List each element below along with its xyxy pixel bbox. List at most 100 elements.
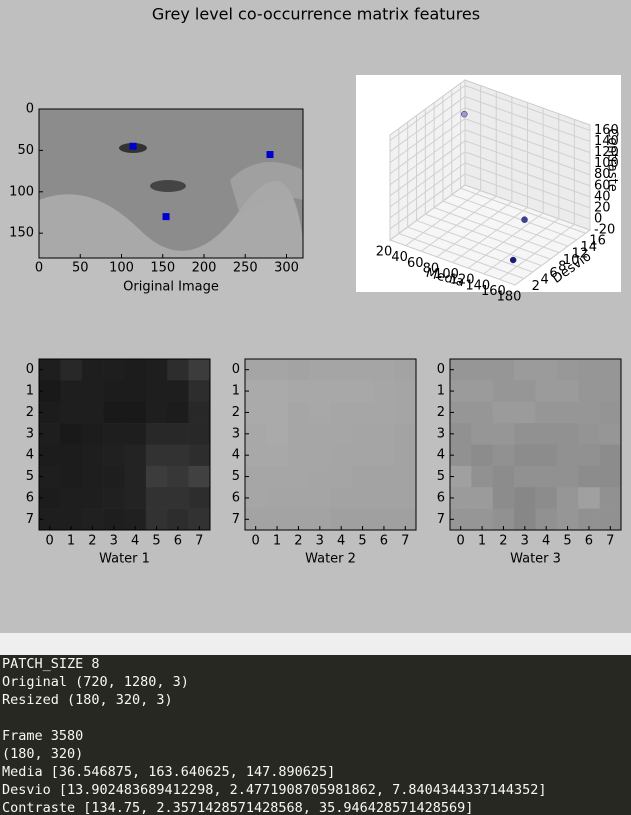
grid-line — [464, 173, 591, 220]
x-tick-label: 1 — [67, 534, 75, 549]
grid-line — [464, 118, 591, 165]
cell — [188, 359, 211, 381]
cell — [514, 444, 536, 467]
cell — [167, 401, 189, 424]
z-tick-label: 20 — [594, 200, 611, 215]
point — [509, 256, 517, 264]
cell — [81, 380, 104, 403]
window-bar — [0, 633, 631, 655]
cell — [167, 359, 189, 381]
cell — [124, 444, 147, 467]
cell — [599, 423, 622, 445]
cell — [450, 359, 472, 381]
x-tick-label: 50 — [72, 261, 89, 276]
cell — [330, 508, 353, 531]
cell — [188, 487, 211, 509]
cell — [124, 508, 147, 531]
cell — [103, 380, 125, 403]
cell — [81, 423, 104, 445]
cell — [287, 359, 310, 381]
cell — [266, 359, 289, 381]
cell — [514, 465, 536, 488]
y-tick-label: 0 — [26, 102, 34, 117]
cell — [535, 359, 558, 381]
cell — [394, 401, 417, 424]
cell — [330, 423, 353, 445]
z-tick-label: 0 — [594, 211, 602, 226]
cell — [245, 423, 267, 445]
cell — [450, 401, 472, 424]
cell — [514, 380, 536, 403]
x-tick-label: 20 — [376, 245, 393, 260]
cell — [124, 423, 147, 445]
y-tick-label: 4 — [232, 448, 240, 463]
grid-line — [464, 162, 591, 209]
cell — [266, 380, 289, 403]
z-tick-label: 160 — [594, 123, 619, 138]
x-tick-label: 7 — [195, 534, 203, 549]
y-tick-label: 4 — [26, 448, 34, 463]
cell — [492, 508, 515, 531]
cell — [556, 444, 579, 467]
y-tick-label: 3 — [26, 426, 34, 441]
cell — [471, 401, 494, 424]
point — [521, 216, 528, 223]
cell — [145, 359, 168, 381]
cell — [39, 423, 61, 445]
terminal-line: Original (720, 1280, 3) — [2, 674, 189, 690]
grid-line — [499, 223, 575, 280]
cell — [373, 444, 395, 467]
terminal-block: Frame 3580 (180, 320) Media [36.546875, 16… — [2, 727, 631, 815]
x-tick-label: 6 — [380, 534, 388, 549]
cell — [394, 359, 417, 381]
cell — [450, 423, 472, 445]
z-tick-label: 120 — [594, 145, 619, 160]
x-tick-label: 7 — [606, 534, 614, 549]
y-tick-label: 6 — [437, 490, 445, 505]
cell — [351, 380, 374, 403]
cell — [60, 508, 83, 531]
y-tick-label: 7 — [437, 512, 445, 527]
cell — [39, 465, 61, 488]
z-tick-label: -20 — [594, 223, 615, 238]
cell — [351, 465, 374, 488]
cell — [556, 423, 579, 445]
cell — [471, 444, 494, 467]
y-tick-label: 7 — [232, 512, 240, 527]
terminal-line: Contraste [134.75, 2.3571428571428568, 3… — [2, 800, 474, 815]
cell — [245, 465, 267, 488]
z-tick-label: 100 — [594, 156, 619, 171]
x-tick-label: 2 — [294, 534, 302, 549]
grid-line — [464, 184, 591, 231]
cell — [188, 380, 211, 403]
grid-line — [416, 220, 542, 267]
cell — [124, 465, 147, 488]
image-foam — [230, 162, 303, 215]
cell — [351, 487, 374, 509]
terminal-block: PATCH_SIZE 8 Original (720, 1280, 3) Resiz… — [2, 655, 631, 709]
cell — [103, 487, 125, 509]
y-tick-label: 2 — [232, 405, 240, 420]
cell — [578, 423, 600, 445]
x-tick-label: 0 — [35, 261, 43, 276]
cell — [535, 508, 558, 531]
cell — [245, 508, 267, 531]
cell — [599, 359, 622, 381]
cell — [60, 401, 83, 424]
cell — [556, 508, 579, 531]
y-tick-label: 0 — [26, 362, 34, 377]
x-tick-label: 6 — [174, 534, 182, 549]
x-tick-label: 300 — [274, 261, 299, 276]
cell — [471, 465, 494, 488]
cell — [514, 423, 536, 445]
x-tick-label: 80 — [423, 261, 440, 276]
y-tick-label: 2 — [26, 405, 34, 420]
cell — [330, 487, 353, 509]
cell — [81, 359, 104, 381]
cell — [373, 380, 395, 403]
cell — [266, 487, 289, 509]
cell — [450, 508, 472, 531]
x-tick-label: 180 — [497, 290, 522, 305]
cell — [245, 401, 267, 424]
grid-line — [442, 200, 569, 247]
